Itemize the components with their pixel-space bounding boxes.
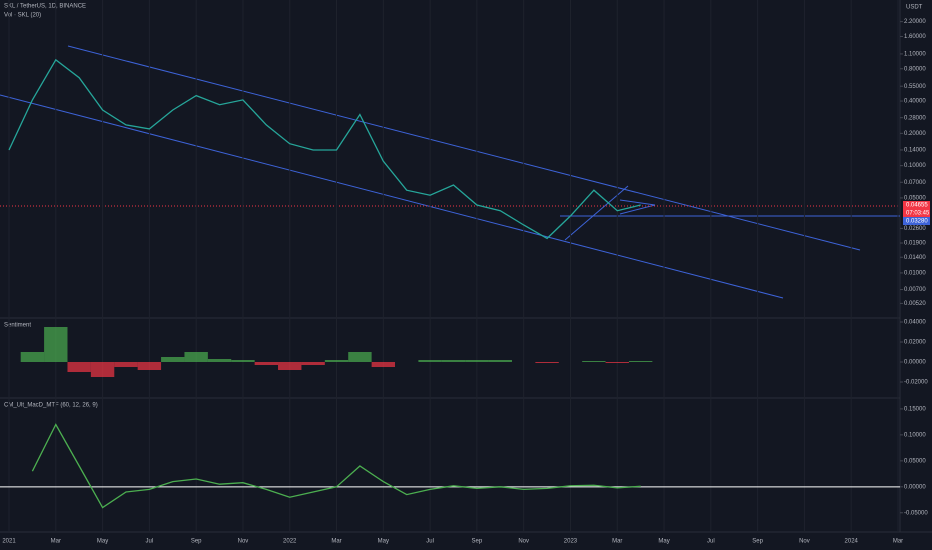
last-price-box	[903, 201, 930, 217]
y-tick-label: -0.02000	[904, 380, 928, 386]
sentiment-bar	[20, 352, 45, 362]
sentiment-bar	[184, 352, 208, 362]
x-tick-label: Jul	[707, 539, 715, 545]
x-tick-label: Nov	[518, 539, 529, 545]
sentiment-bar	[605, 362, 629, 363]
countdown: 07:03:45	[906, 211, 930, 217]
sentiment-bar	[301, 362, 325, 365]
x-tick-label: May	[97, 539, 108, 545]
y-tick-label: 0.10000	[904, 163, 926, 169]
x-tick-label: May	[658, 539, 669, 545]
x-tick-label: Mar	[612, 539, 622, 545]
trend-line	[619, 204, 656, 215]
sentiment-bar	[278, 362, 302, 370]
x-tick-label: Mar	[893, 539, 903, 545]
y-tick-label: 0.00000	[904, 360, 926, 366]
sentiment-bar	[628, 361, 653, 362]
y-tick-label: 0.15000	[904, 406, 926, 412]
series-line	[8, 58, 641, 240]
series-line	[31, 423, 641, 509]
volume-title: Vol · SKL (20)	[4, 13, 41, 19]
x-tick-label: 2022	[283, 539, 297, 545]
y-tick-label: 0.20000	[904, 131, 926, 137]
sentiment-bar	[324, 360, 349, 362]
trend-line	[619, 199, 656, 206]
x-tick-label: Sep	[472, 539, 483, 545]
symbol-title: SKL / TetherUS, 1D, BINANCE	[4, 4, 86, 10]
sentiment-bar	[418, 360, 442, 362]
y-tick-label: 0.01900	[904, 241, 926, 247]
y-tick-label: 0.01000	[904, 270, 926, 276]
sentiment-bar	[231, 360, 255, 362]
sentiment-bar	[207, 359, 232, 362]
sentiment-bar	[67, 362, 91, 372]
y-tick-label: 0.04000	[904, 320, 926, 326]
pane-title: Sentiment	[4, 323, 31, 329]
y-tick-label: 0.28000	[904, 115, 926, 121]
level-price: 0.03280	[906, 219, 928, 225]
y-tick-label: 0.40000	[904, 99, 926, 105]
x-tick-label: Jul	[146, 539, 154, 545]
sentiment-bar	[582, 361, 606, 362]
sentiment-bar	[465, 360, 489, 362]
x-tick-label: Jul	[426, 539, 434, 545]
x-tick-label: Mar	[331, 539, 341, 545]
sentiment-bar	[44, 327, 68, 362]
currency: USDT	[906, 5, 923, 11]
sentiment-bar	[114, 362, 138, 367]
x-tick-label: Nov	[238, 539, 249, 545]
level-box	[903, 217, 930, 225]
y-tick-label: 0.00520	[904, 301, 926, 307]
x-tick-label: Sep	[752, 539, 763, 545]
y-tick-label: 0.10000	[904, 432, 926, 438]
y-tick-label: 0.00000	[904, 484, 926, 490]
pane-title: CM_Ult_MacD_MTF (60, 12, 26, 9)	[4, 403, 98, 409]
y-tick-label: 0.80000	[904, 66, 926, 72]
y-tick-label: 0.05000	[904, 196, 926, 202]
x-tick-label: Nov	[799, 539, 810, 545]
y-tick-label: -0.05000	[904, 510, 928, 516]
sentiment-bar	[371, 362, 396, 367]
y-tick-label: 0.14000	[904, 148, 926, 154]
y-tick-label: 0.02000	[904, 340, 926, 346]
y-tick-label: 0.01400	[904, 255, 926, 261]
x-tick-label: 2021	[2, 539, 16, 545]
y-tick-label: 0.00700	[904, 287, 926, 293]
x-tick-label: May	[378, 539, 389, 545]
y-tick-label: 1.60000	[904, 34, 926, 40]
y-tick-label: 0.05000	[904, 458, 926, 464]
x-tick-label: Sep	[191, 539, 202, 545]
sentiment-bar	[90, 362, 115, 377]
sentiment-bar	[441, 360, 466, 362]
sentiment-bar	[535, 362, 559, 363]
trend-line	[0, 94, 784, 299]
x-tick-label: 2023	[564, 539, 578, 545]
y-tick-label: 0.02600	[904, 226, 926, 232]
sentiment-bar	[488, 360, 512, 362]
sentiment-bar	[254, 362, 279, 365]
y-tick-label: 1.10000	[904, 52, 926, 58]
sentiment-bar	[137, 362, 162, 370]
x-tick-label: Mar	[51, 539, 61, 545]
y-tick-label: 2.20000	[904, 19, 926, 25]
y-tick-label: 0.07000	[904, 180, 926, 186]
y-tick-label: 0.55000	[904, 84, 926, 90]
sentiment-bar	[161, 357, 185, 362]
x-tick-label: 2024	[845, 539, 859, 545]
last-price: 0.04655	[906, 203, 928, 209]
sentiment-bar	[348, 352, 372, 362]
